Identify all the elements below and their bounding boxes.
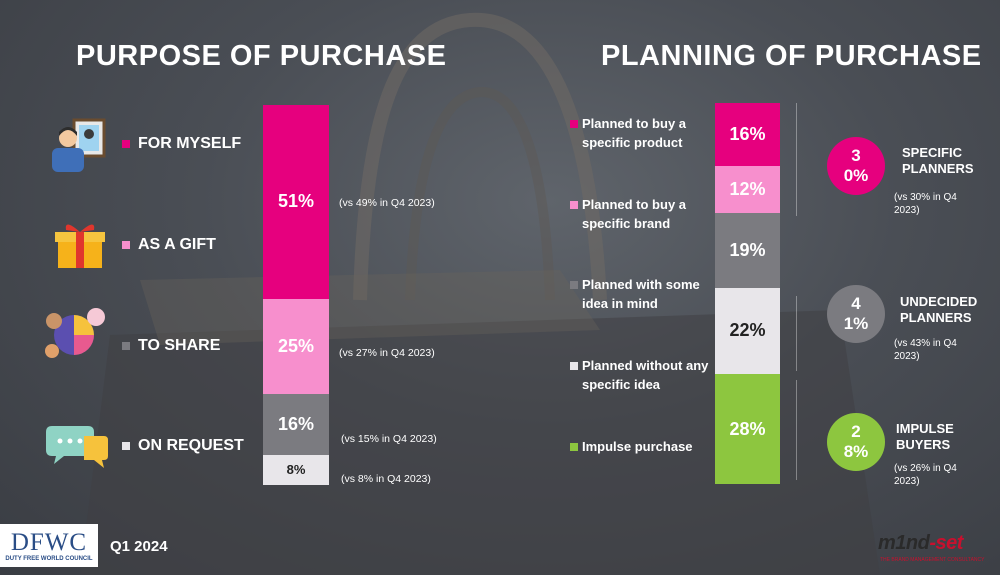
data-label: 28% — [729, 418, 766, 439]
category-label-on-request: ON REQUEST — [122, 437, 244, 455]
bar-segment: 12% — [715, 165, 780, 213]
legend-swatch — [570, 201, 578, 209]
dfwc-logo: DFWC DUTY FREE WORLD COUNCIL — [0, 524, 98, 567]
data-label: 8% — [286, 462, 306, 478]
impulse-buyers-title: IMPULSE BUYERS — [896, 421, 954, 452]
impulse-buyers-comparison: (vs 26% in Q4 2023) — [894, 463, 957, 487]
bar-segment: 22% — [715, 287, 780, 374]
legend-swatch — [570, 281, 578, 289]
comparison-label: (vs 8% in Q4 2023) — [341, 473, 431, 485]
category-label-for-myself: FOR MYSELF — [122, 135, 241, 153]
plan-label-no-specific-idea: Planned without any specific idea — [570, 356, 710, 394]
legend-swatch — [122, 442, 130, 450]
legend-swatch — [570, 120, 578, 128]
bar-segment: 25% — [263, 298, 329, 394]
group-bracket — [796, 296, 797, 371]
planning-title: PLANNING OF PURCHASE — [601, 40, 982, 72]
person-mirror-icon — [52, 118, 106, 172]
share-pie-icon — [45, 308, 105, 358]
period-label: Q1 2024 — [110, 538, 168, 555]
data-label: 51% — [277, 191, 315, 212]
data-label: 16% — [729, 123, 766, 144]
bar-segment: 16% — [715, 103, 780, 166]
comparison-label: (vs 27% in Q4 2023) — [339, 347, 435, 359]
category-label-as-a-gift: AS A GIFT — [122, 236, 216, 254]
bar-segment: 8% — [263, 454, 329, 485]
m1ndset-tagline: THE BRAND MANAGEMENT CONSULTANCY — [880, 557, 985, 563]
group-bracket — [796, 103, 797, 216]
bar-segment: 19% — [715, 212, 780, 288]
specific-planners-circle: 30% — [827, 137, 885, 195]
data-label: 12% — [729, 178, 766, 199]
legend-swatch — [122, 342, 130, 350]
specific-planners-title: SPECIFIC PLANNERS — [902, 145, 974, 176]
legend-swatch — [122, 140, 130, 148]
plan-label-specific-product: Planned to buy a specific product — [570, 114, 710, 152]
plan-label-impulse: Impulse purchase — [570, 437, 710, 456]
data-label: 19% — [729, 239, 766, 260]
undecided-planners-circle: 41% — [827, 285, 885, 343]
bar-segment: 28% — [715, 374, 780, 484]
data-label: 16% — [277, 413, 315, 434]
m1ndset-logo: m1nd-set — [878, 532, 963, 554]
comparison-label: (vs 49% in Q4 2023) — [339, 197, 435, 209]
plan-label-some-idea: Planned with some idea in mind — [570, 275, 710, 313]
group-bracket — [796, 380, 797, 480]
purpose-title: PURPOSE OF PURCHASE — [76, 40, 447, 72]
gift-icon — [55, 224, 105, 268]
plan-label-specific-brand: Planned to buy a specific brand — [570, 195, 710, 233]
data-label: 25% — [277, 335, 315, 356]
impulse-buyers-circle: 28% — [827, 413, 885, 471]
category-label-to-share: TO SHARE — [122, 337, 220, 355]
comparison-label: (vs 15% in Q4 2023) — [341, 433, 437, 445]
undecided-planners-title: UNDECIDED PLANNERS — [900, 294, 978, 325]
data-label: 22% — [729, 320, 766, 341]
legend-swatch — [122, 241, 130, 249]
specific-planners-comparison: (vs 30% in Q4 2023) — [894, 192, 957, 216]
chat-bubbles-icon — [46, 426, 108, 468]
bar-segment: 16% — [263, 393, 329, 455]
legend-swatch — [570, 362, 578, 370]
undecided-planners-comparison: (vs 43% in Q4 2023) — [894, 338, 957, 362]
legend-swatch — [570, 443, 578, 451]
bar-segment: 51% — [263, 105, 329, 299]
